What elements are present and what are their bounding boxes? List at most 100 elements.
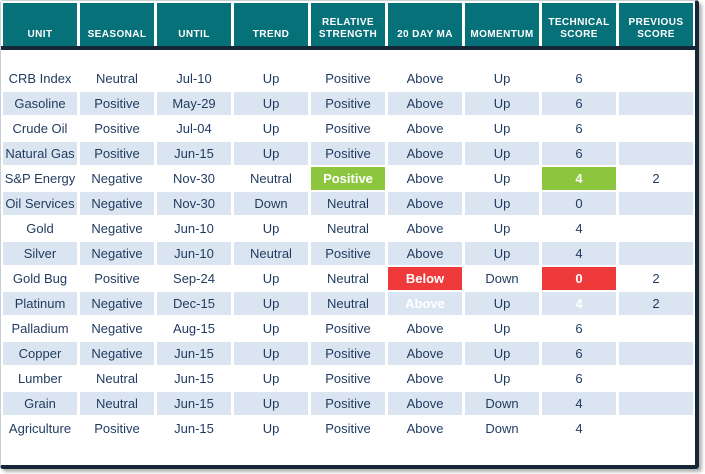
cell-technical-score: 6 [542,117,616,140]
col-header-20-day-ma: 20 DAY MA [388,3,462,46]
col-header-relative-strength: RELATIVE STRENGTH [311,3,385,46]
cell-20-day-ma: Above [388,117,462,140]
table-header-row: UNIT SEASONAL UNTIL TREND RELATIVE STREN… [1,1,695,46]
cell-unit: Grain [3,392,77,415]
cell-relative-strength: Positive [311,417,385,440]
cell-seasonal: Positive [80,117,154,140]
cell-20-day-ma: Above [388,317,462,340]
col-header-until: UNTIL [157,3,231,46]
cell-technical-score: 4 [542,242,616,265]
cell-trend: Up [234,292,308,315]
cell-relative-strength: Neutral [311,292,385,315]
cell-momentum: Up [465,242,539,265]
cell-until: Jun-10 [157,242,231,265]
cell-momentum: Up [465,367,539,390]
cell-technical-score: 4 [542,417,616,440]
cell-unit: S&P Energy [3,167,77,190]
cell-trend: Up [234,342,308,365]
cell-trend: Neutral [234,242,308,265]
cell-until: Aug-15 [157,317,231,340]
cell-previous-score [619,392,693,415]
cell-seasonal: Neutral [80,367,154,390]
cell-unit: Gold [3,217,77,240]
cell-technical-score: 4 [542,392,616,415]
cell-until: Jun-15 [157,417,231,440]
cell-until: Dec-15 [157,292,231,315]
cell-relative-strength: Positive [311,167,385,190]
cell-previous-score: 2 [619,167,693,190]
cell-unit: CRB Index [3,67,77,90]
cell-previous-score [619,342,693,365]
col-header-trend: TREND [234,3,308,46]
cell-momentum: Up [465,292,539,315]
cell-trend: Up [234,142,308,165]
cell-relative-strength: Neutral [311,267,385,290]
cell-previous-score [619,192,693,215]
cell-relative-strength: Neutral [311,192,385,215]
cell-20-day-ma: Above [388,92,462,115]
cell-momentum: Up [465,167,539,190]
cell-technical-score: 6 [542,317,616,340]
cell-until: Jul-10 [157,67,231,90]
cell-trend: Up [234,367,308,390]
cell-relative-strength: Positive [311,242,385,265]
cell-seasonal: Positive [80,92,154,115]
cell-trend: Neutral [234,167,308,190]
cell-seasonal: Neutral [80,67,154,90]
cell-seasonal: Neutral [80,392,154,415]
cell-seasonal: Negative [80,342,154,365]
cell-relative-strength: Neutral [311,217,385,240]
cell-relative-strength: Positive [311,392,385,415]
col-header-unit: UNIT [3,3,77,46]
cell-momentum: Up [465,67,539,90]
cell-trend: Up [234,92,308,115]
cell-seasonal: Positive [80,267,154,290]
cell-20-day-ma: Above [388,367,462,390]
cell-previous-score [619,92,693,115]
cell-trend: Up [234,417,308,440]
cell-20-day-ma: Above [388,342,462,365]
col-header-momentum: MOMENTUM [465,3,539,46]
cell-momentum: Up [465,142,539,165]
cell-momentum: Up [465,117,539,140]
cell-relative-strength: Positive [311,117,385,140]
cell-previous-score [619,417,693,440]
cell-seasonal: Negative [80,242,154,265]
cell-previous-score [619,367,693,390]
cell-until: Jul-04 [157,117,231,140]
cell-technical-score: 4 [542,217,616,240]
cell-relative-strength: Positive [311,342,385,365]
cell-technical-score: 6 [542,142,616,165]
cell-relative-strength: Positive [311,142,385,165]
cell-seasonal: Positive [80,142,154,165]
cell-previous-score [619,67,693,90]
cell-previous-score [619,242,693,265]
cell-until: Nov-30 [157,192,231,215]
cell-technical-score: 0 [542,267,616,290]
cell-seasonal: Negative [80,317,154,340]
cell-technical-score: 6 [542,67,616,90]
cell-until: Jun-15 [157,342,231,365]
cell-unit: Crude Oil [3,117,77,140]
cell-seasonal: Negative [80,217,154,240]
cell-20-day-ma: Above [388,417,462,440]
cell-20-day-ma: Above [388,192,462,215]
cell-20-day-ma: Above [388,167,462,190]
cell-unit: Copper [3,342,77,365]
cell-relative-strength: Positive [311,367,385,390]
cell-momentum: Up [465,192,539,215]
cell-technical-score: 6 [542,367,616,390]
cell-20-day-ma: Above [388,292,462,315]
cell-momentum: Up [465,92,539,115]
cell-momentum: Down [465,392,539,415]
header-divider-bar [1,46,695,50]
cell-technical-score: 0 [542,192,616,215]
cell-technical-score: 4 [542,292,616,315]
cell-until: May-29 [157,92,231,115]
cell-seasonal: Negative [80,167,154,190]
cell-trend: Up [234,392,308,415]
cell-previous-score [619,317,693,340]
header-body-spacer [1,50,695,67]
cell-until: Jun-15 [157,392,231,415]
